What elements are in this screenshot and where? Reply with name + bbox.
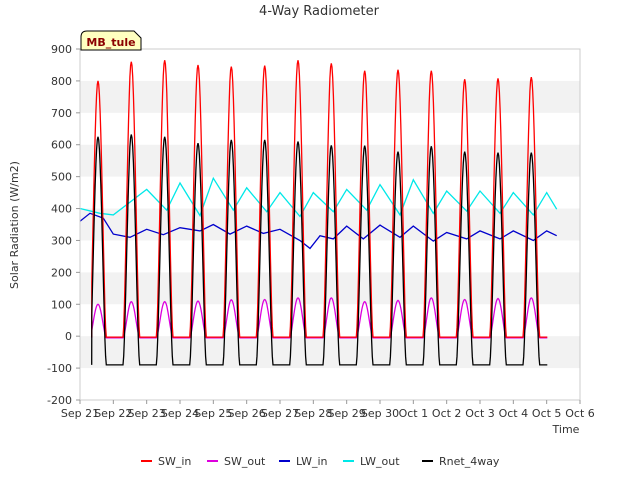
legend-label: LW_in xyxy=(296,455,328,468)
x-tick-label: Oct 2 xyxy=(432,407,462,420)
y-tick-label: 900 xyxy=(51,43,72,56)
legend-item-lw-out: LW_out xyxy=(343,455,400,468)
legend-label: SW_in xyxy=(158,455,191,468)
y-tick-label: 600 xyxy=(51,139,72,152)
legend-item-lw-in: LW_in xyxy=(279,455,328,468)
legend-label: LW_out xyxy=(360,455,400,468)
y-axis-label: Solar Radiation (W/m2) xyxy=(8,161,21,289)
y-tick-label: 800 xyxy=(51,75,72,88)
x-tick-label: Sep 28 xyxy=(294,407,332,420)
y-tick-label: 200 xyxy=(51,266,72,279)
x-tick-label: Oct 6 xyxy=(565,407,595,420)
series-line-lw-in xyxy=(79,212,557,250)
station-label: MB_tule xyxy=(86,36,135,49)
x-tick-label: Oct 4 xyxy=(499,407,529,420)
legend: SW_in SW_out LW_in LW_out Rnet_4way xyxy=(141,455,500,468)
grid-band xyxy=(80,336,580,369)
x-tick-label: Sep 21 xyxy=(61,407,99,420)
chart-title: 4-Way Radiometer xyxy=(259,4,380,19)
x-axis-label: Time xyxy=(552,423,580,436)
y-tick-label: -200 xyxy=(47,394,72,407)
legend-item-rnet-4way: Rnet_4way xyxy=(422,455,500,468)
x-tick-label: Sep 30 xyxy=(361,407,399,420)
x-tick-label: Sep 29 xyxy=(328,407,366,420)
y-tick-label: 500 xyxy=(51,171,72,184)
y-tick-label: 400 xyxy=(51,203,72,216)
plot-frame xyxy=(79,48,581,401)
legend-item-sw-in: SW_in xyxy=(141,455,191,468)
x-tick-label: Oct 1 xyxy=(399,407,429,420)
y-tick-label: -100 xyxy=(47,362,72,375)
series-line-sw-in xyxy=(91,60,548,338)
y-axis: -200 -100 0 100 200 300 400 500 600 700 800 900 xyxy=(47,43,80,407)
series-layer xyxy=(79,60,558,366)
x-tick-label: Sep 24 xyxy=(161,407,199,420)
x-tick-label: Sep 25 xyxy=(194,407,232,420)
x-tick-label: Sep 27 xyxy=(261,407,299,420)
x-tick-label: Sep 22 xyxy=(94,407,132,420)
series-line-lw-out xyxy=(79,176,558,218)
legend-label: Rnet_4way xyxy=(439,455,500,468)
legend-item-sw-out: SW_out xyxy=(207,455,266,468)
legend-label: SW_out xyxy=(224,455,266,468)
series-line-rnet-4way xyxy=(91,134,548,366)
y-tick-label: 0 xyxy=(65,330,72,343)
station-badge: MB_tule xyxy=(80,30,142,51)
x-tick-label: Oct 3 xyxy=(465,407,495,420)
x-tick-label: Sep 26 xyxy=(228,407,266,420)
y-tick-label: 700 xyxy=(51,107,72,120)
x-tick-label: Oct 5 xyxy=(532,407,562,420)
x-tick-label: Sep 23 xyxy=(128,407,166,420)
y-tick-label: 100 xyxy=(51,298,72,311)
y-tick-label: 300 xyxy=(51,234,72,247)
